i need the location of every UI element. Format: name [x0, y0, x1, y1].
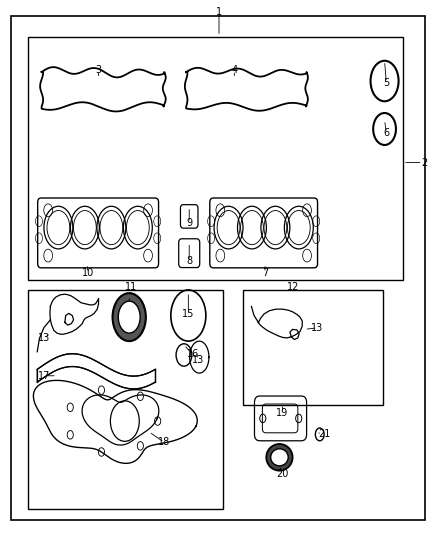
Text: 20: 20: [276, 470, 289, 479]
Text: 14: 14: [123, 310, 135, 319]
Text: 6: 6: [383, 128, 389, 138]
Text: 18: 18: [158, 438, 170, 447]
Text: 4: 4: [231, 66, 237, 75]
Text: 2: 2: [421, 158, 427, 167]
Text: 13: 13: [38, 334, 50, 343]
Text: 1: 1: [216, 7, 222, 17]
Text: 5: 5: [383, 78, 389, 87]
Ellipse shape: [271, 449, 288, 466]
Bar: [243, 290, 383, 405]
Text: 3: 3: [95, 66, 102, 75]
Bar: [28, 37, 403, 280]
Text: 17: 17: [38, 371, 50, 381]
Text: 13: 13: [311, 323, 324, 333]
Text: 10: 10: [81, 268, 94, 278]
Ellipse shape: [113, 293, 146, 341]
Bar: [28, 290, 223, 509]
Ellipse shape: [266, 444, 293, 471]
Text: 8: 8: [186, 256, 192, 266]
Text: 13: 13: [192, 355, 204, 365]
Text: 21: 21: [318, 430, 330, 439]
Text: 15: 15: [182, 310, 194, 319]
Text: 7: 7: [262, 268, 268, 278]
Text: 12: 12: [287, 282, 300, 292]
Text: 16: 16: [187, 350, 199, 359]
Text: 11: 11: [125, 282, 138, 292]
Text: 9: 9: [186, 218, 192, 228]
Ellipse shape: [118, 301, 140, 333]
Text: 19: 19: [276, 408, 289, 418]
